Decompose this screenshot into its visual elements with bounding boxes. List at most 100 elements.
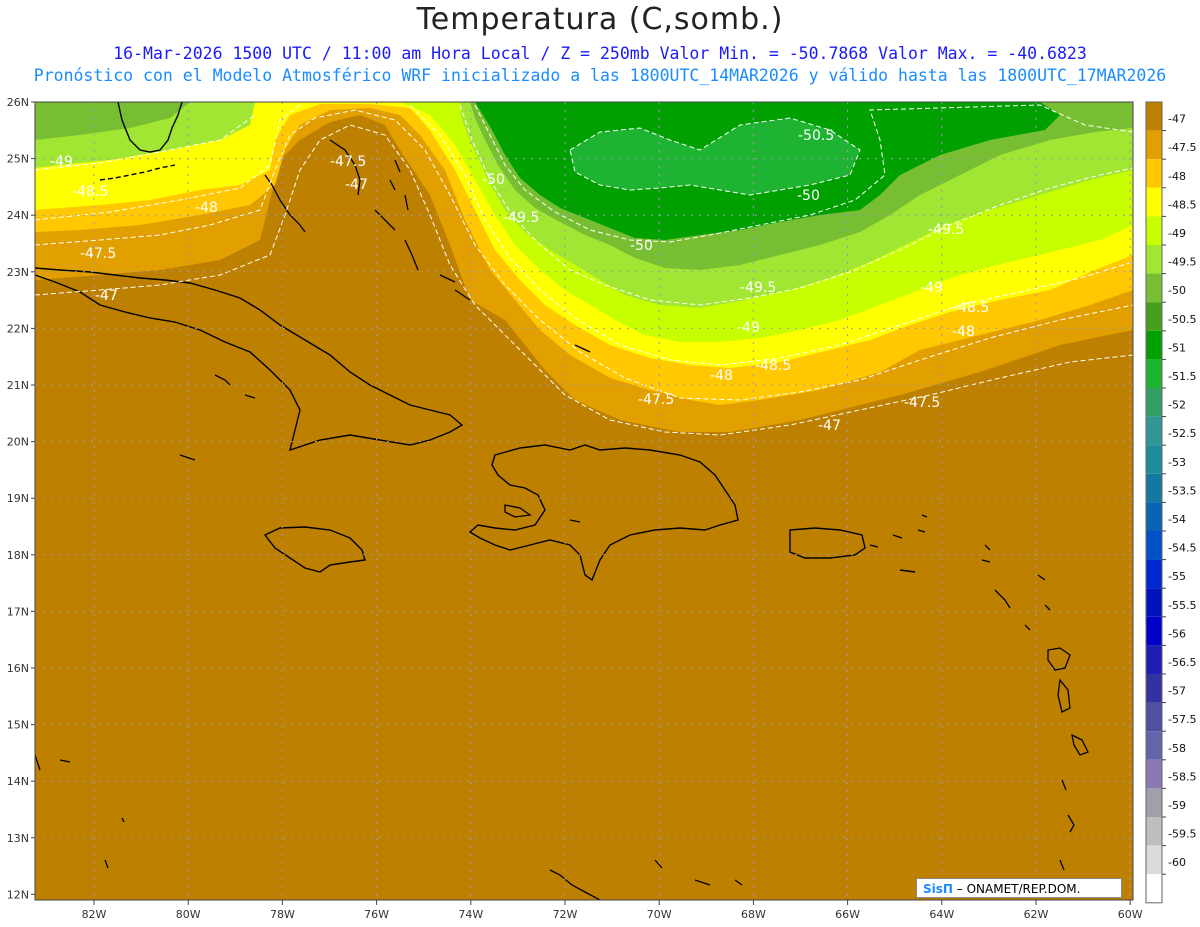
colorbar-label: -59 (1168, 799, 1186, 812)
contour-label: -48.5 (72, 184, 108, 200)
coastline-jamaica (263, 526, 366, 573)
temperature-field (35, 102, 1133, 900)
field-core-min (570, 118, 860, 195)
contour-label: -49 (737, 320, 760, 336)
contour-label: -48.5 (953, 300, 989, 316)
contour-label: -48.5 (755, 358, 791, 374)
colorbar-swatch (1146, 674, 1162, 703)
contour-label: -48 (952, 324, 975, 340)
contour-line-50-5 (569, 117, 861, 196)
contour-label: -47.5 (330, 154, 366, 170)
colorbar-swatch (1146, 616, 1162, 646)
contour-label: -49.5 (740, 280, 776, 296)
lat-tick-label: 12N (7, 888, 29, 901)
colorbar-label: -54.5 (1168, 542, 1196, 555)
graticule (35, 102, 1133, 900)
contour-label: -50.5 (798, 128, 834, 144)
colorbar: -47 -47.5 -48 -48.5 -49 -49.5 -50 -50.5 -51 -51.5… (1145, 101, 1196, 904)
lon-tick-label: 62W (1024, 908, 1049, 921)
colorbar-label: -57.5 (1168, 713, 1196, 726)
coastline-hispaniola-gonave (504, 504, 581, 523)
lat-tick-label: 15N (7, 719, 29, 732)
colorbar-swatch (1146, 130, 1162, 160)
latitude-ticks: 26N 25N 24N 23N 22N 21N 20N 19N 18N 17N 16N 15N 14N 1… (7, 96, 35, 901)
colorbar-swatch (1146, 388, 1162, 417)
contour-label: -47.5 (638, 392, 674, 408)
colorbar-label: -50 (1168, 284, 1186, 297)
colorbar-label: -52.5 (1168, 427, 1196, 440)
contour-label: -49 (920, 280, 943, 296)
colorbar-swatch (1146, 788, 1162, 817)
coastline-venezuela-islands (35, 754, 743, 900)
colorbar-swatch (1146, 874, 1162, 903)
contour-label: -49.5 (928, 222, 964, 238)
lat-tick-label: 21N (7, 379, 29, 392)
coastline-florida (117, 102, 183, 153)
contour-line-47-5 (35, 109, 1133, 401)
contour-label: -50 (482, 172, 505, 188)
lat-tick-label: 13N (7, 832, 29, 845)
plot-frame (34, 101, 1134, 901)
lon-tick-label: 60W (1118, 908, 1143, 921)
colorbar-label: -53.5 (1168, 484, 1196, 497)
lon-tick-label: 68W (741, 908, 766, 921)
contour-label: -49 (50, 154, 73, 170)
contour-label: -48 (195, 200, 218, 216)
colorbar-label: -58.5 (1168, 770, 1196, 783)
lat-tick-label: 16N (7, 662, 29, 675)
colorbar-swatch (1146, 302, 1162, 331)
colorbar-label: -49 (1168, 227, 1186, 240)
colorbar-label: -55 (1168, 570, 1186, 583)
colorbar-swatch (1146, 159, 1162, 188)
coastline-florida-keys (99, 164, 176, 181)
colorbar-swatch (1146, 759, 1162, 789)
model-info-subtitle: Pronóstico con el Modelo Atmosférico WRF… (33, 66, 1167, 85)
contour-label: -50 (797, 188, 820, 204)
coastline-bahamas-2 (329, 139, 361, 196)
colorbar-swatch (1146, 273, 1162, 303)
colorbar-swatch (1146, 216, 1162, 245)
colorbar-swatch (1146, 559, 1162, 589)
colorbar-label: -52 (1168, 399, 1186, 412)
contour-label: -47.5 (904, 395, 940, 411)
lat-tick-label: 19N (7, 492, 29, 505)
colorbar-label: -49.5 (1168, 256, 1196, 269)
coastline-isla-juventud (179, 374, 256, 461)
lon-tick-label: 80W (176, 908, 201, 921)
colorbar-label: -48.5 (1168, 198, 1196, 211)
colorbar-swatch (1146, 359, 1162, 388)
colorbar-swatch (1146, 330, 1162, 360)
colorbar-label: -54 (1168, 513, 1186, 526)
contour-label: -47.5 (80, 246, 116, 262)
colorbar-swatch (1146, 817, 1162, 846)
colorbar-swatch (1146, 187, 1162, 217)
forecast-time-subtitle: 16-Mar-2026 1500 UTC / 11:00 am Hora Loc… (113, 44, 1087, 63)
lat-tick-label: 18N (7, 549, 29, 562)
field-band-50-west (35, 102, 190, 140)
colorbar-swatch (1146, 445, 1162, 474)
contour-labels: -50.5 -50 -50 -50 -49.5 -49.5 -49.5 -49 -49 -49 -4… (50, 128, 989, 434)
contour-line-50 (474, 104, 1133, 243)
lat-tick-label: 17N (7, 605, 29, 618)
lon-tick-label: 74W (458, 908, 483, 921)
colorbar-swatch (1146, 245, 1162, 274)
coastline-bahamas-1 (264, 174, 306, 233)
colorbar-swatch (1146, 531, 1162, 560)
contour-label: -49.5 (503, 210, 539, 226)
contour-label: -48 (710, 368, 733, 384)
map-title: Temperatura (C,somb.) (416, 2, 784, 37)
colorbar-label: -47 (1168, 113, 1186, 126)
colorbar-swatch (1146, 731, 1162, 760)
colorbar-swatch (1146, 473, 1162, 503)
colorbar-label: -50.5 (1168, 313, 1196, 326)
colorbar-label: -51.5 (1168, 370, 1196, 383)
lon-tick-label: 78W (270, 908, 295, 921)
lat-tick-label: 25N (7, 153, 29, 166)
colorbar-label: -51 (1168, 341, 1186, 354)
credit-org: – ONAMET/REP.DOM. (952, 882, 1081, 896)
colorbar-label: -55.5 (1168, 599, 1196, 612)
credit-brand: SisΠ (923, 882, 953, 896)
credit-box: SisΠ – ONAMET/REP.DOM. (916, 878, 1122, 898)
colorbar-label: -59.5 (1168, 828, 1196, 841)
